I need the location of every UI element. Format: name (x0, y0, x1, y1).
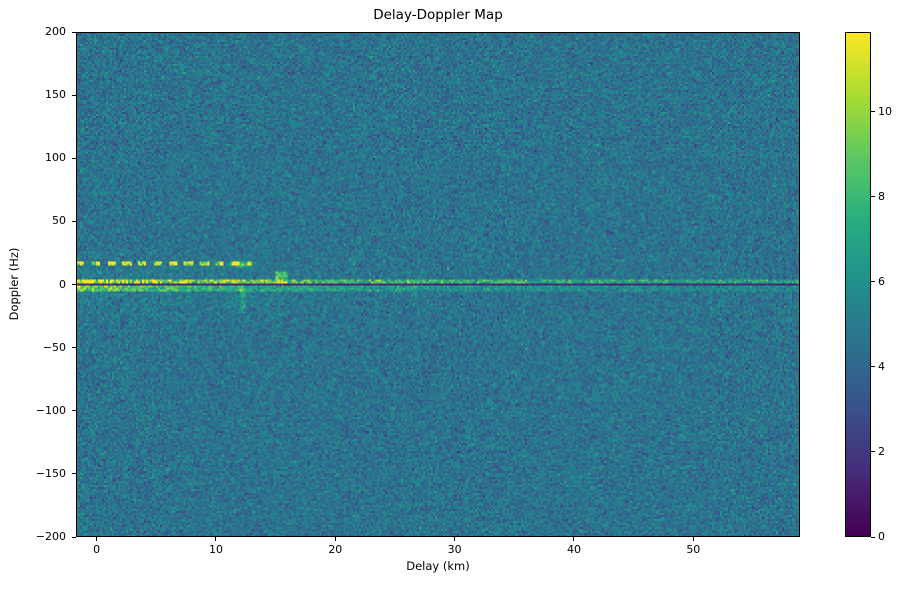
y-tick-mark (72, 536, 76, 538)
y-tick-mark (72, 94, 76, 96)
heatmap-canvas (76, 32, 800, 537)
colorbar-tick-mark (871, 451, 875, 453)
y-tick-mark (72, 220, 76, 222)
colorbar-tick-label: 8 (878, 189, 885, 203)
x-axis-label: Delay (km) (406, 559, 470, 573)
y-tick-label: 100 (45, 151, 66, 165)
y-tick-mark (72, 473, 76, 475)
colorbar-tick-label: 6 (878, 274, 885, 288)
x-tick-mark (215, 537, 217, 541)
x-tick-mark (96, 537, 98, 541)
x-tick-label: 40 (566, 543, 581, 556)
colorbar-tick-mark (871, 281, 875, 283)
x-tick-label: 30 (447, 543, 462, 556)
colorbar-tick-label: 10 (878, 104, 892, 118)
colorbar-tick-mark (871, 536, 875, 538)
y-tick-label: 50 (52, 214, 66, 228)
y-tick-mark (72, 31, 76, 33)
y-axis-label: Doppler (Hz) (7, 247, 21, 321)
x-tick-mark (692, 537, 694, 541)
y-tick-mark (72, 157, 76, 159)
chart-title: Delay-Doppler Map (373, 7, 503, 23)
y-tick-label: 0 (59, 277, 66, 291)
x-tick-label: 50 (686, 543, 701, 556)
y-tick-mark (72, 347, 76, 349)
colorbar-tick-label: 2 (878, 444, 885, 458)
colorbar-gradient-canvas (845, 32, 871, 537)
y-tick-mark (72, 284, 76, 285)
colorbar-tick-label: 0 (878, 530, 885, 543)
x-tick-label: 10 (208, 543, 223, 556)
plot-area (76, 32, 800, 537)
colorbar-tick-mark (871, 196, 875, 198)
x-tick-label: 0 (93, 543, 101, 556)
y-tick-label: 150 (45, 88, 66, 102)
y-tick-label: −200 (35, 530, 66, 543)
y-tick-label: 200 (45, 25, 66, 38)
x-tick-mark (454, 537, 456, 541)
colorbar-tick-mark (871, 366, 875, 368)
x-tick-mark (573, 537, 575, 541)
y-tick-label: −150 (35, 466, 66, 480)
y-tick-mark (72, 410, 76, 412)
x-tick-label: 20 (328, 543, 343, 556)
y-tick-label: −50 (42, 340, 66, 354)
y-tick-label: −100 (35, 403, 66, 417)
x-tick-mark (334, 537, 336, 541)
colorbar-tick-label: 4 (878, 359, 885, 373)
colorbar-tick-mark (871, 111, 875, 113)
colorbar (845, 32, 871, 537)
